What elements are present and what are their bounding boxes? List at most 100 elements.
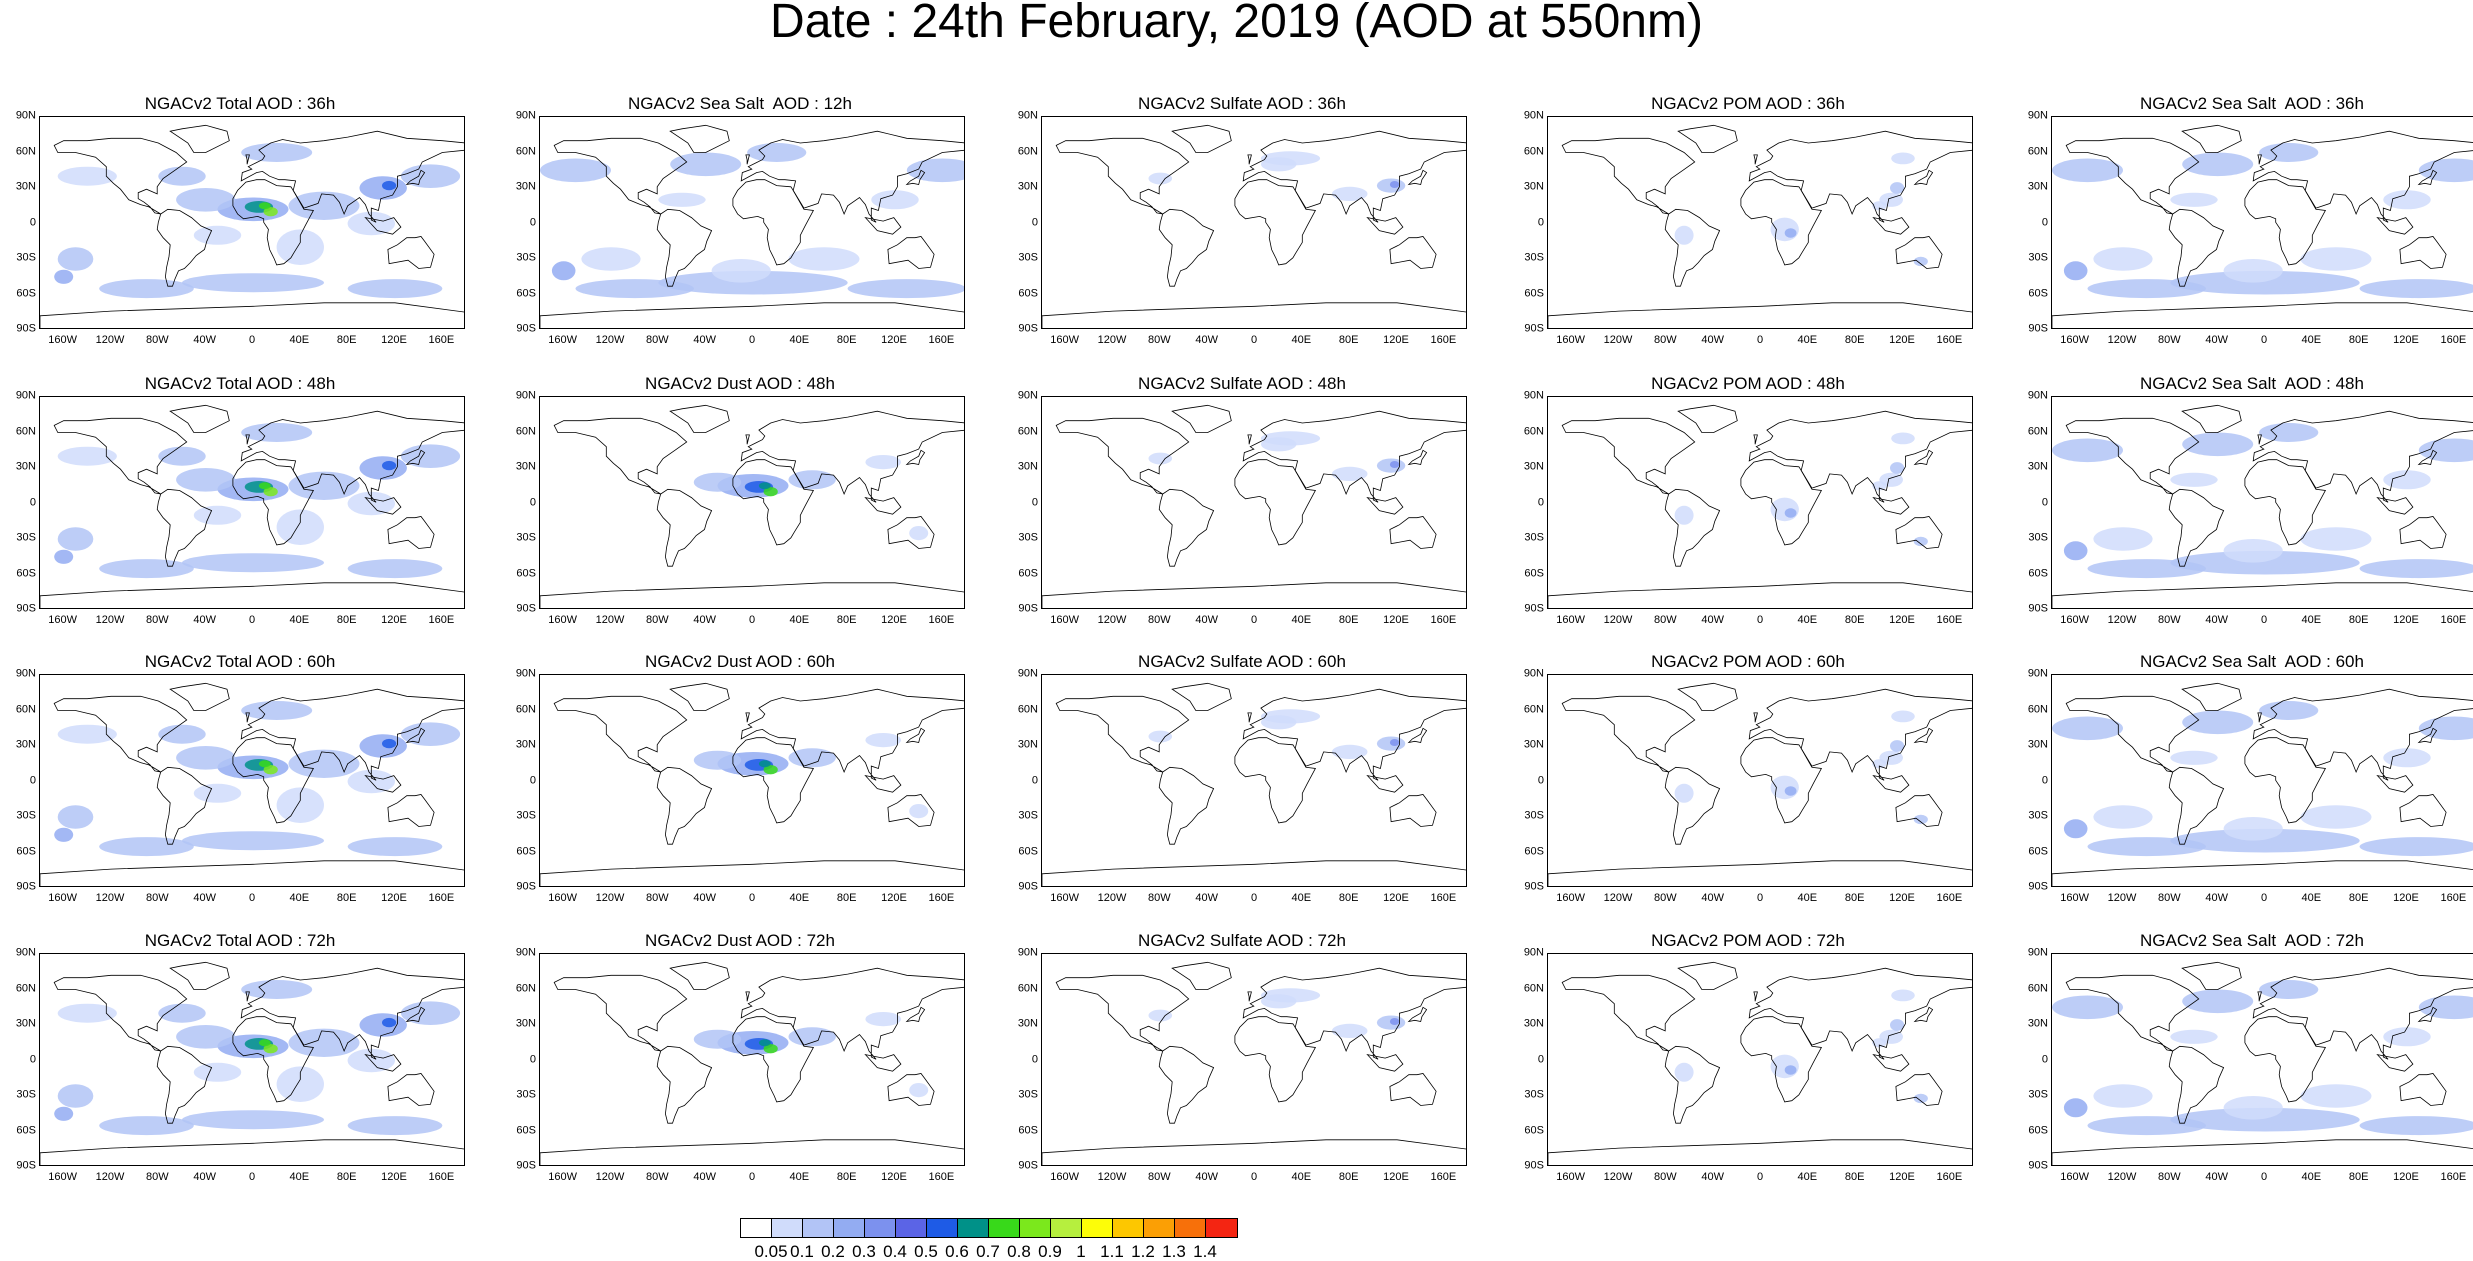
- coastline: [2252, 410, 2473, 503]
- longitude-tick-label: 120E: [2393, 1171, 2419, 1183]
- map-panel: NGACv2 Total AOD : 36h 90N 60N 30N 0 30S 60S 90…: [0, 94, 480, 346]
- coastline: [2257, 434, 2262, 445]
- longitude-tick-label: 80W: [2158, 1171, 2181, 1183]
- coastline: [1895, 516, 1943, 549]
- longitude-tick-label: 160W: [2060, 614, 2090, 626]
- aod-field: [1913, 814, 1928, 825]
- longitude-tick-label: 120E: [881, 614, 907, 626]
- aod-field: [276, 1066, 324, 1102]
- aod-field: [865, 1012, 901, 1027]
- aod-field: [99, 279, 194, 299]
- coastline: [1366, 216, 1404, 235]
- longitude-tick-label: 160W: [1556, 334, 1586, 346]
- coastline: [2244, 737, 2327, 824]
- aod-field: [763, 487, 778, 497]
- longitude-tick-label: 120W: [2107, 334, 2137, 346]
- coastline: [1548, 582, 1972, 608]
- latitude-tick-label: 0: [29, 774, 36, 786]
- aod-field: [193, 783, 242, 803]
- coastline: [864, 496, 902, 515]
- latitude-tick-label: 90S: [2028, 602, 2048, 615]
- longitude-tick-label: 160E: [2440, 614, 2467, 626]
- coastline: [405, 449, 426, 466]
- aod-field: [1872, 201, 1887, 211]
- latitude-tick-label: 90N: [515, 946, 536, 959]
- longitude-labels: 160W 120W 80W 40W 0 40E 80E 120E 160E: [1041, 892, 1467, 906]
- aod-field: [241, 143, 313, 162]
- coastline: [2052, 1139, 2473, 1165]
- longitude-labels: 160W 120W 80W 40W 0 40E 80E 120E 160E: [39, 1171, 465, 1185]
- latitude-tick-label: 30N: [1017, 738, 1038, 751]
- longitude-tick-label: 160E: [928, 614, 955, 626]
- coastline: [240, 410, 464, 503]
- coastline: [40, 302, 464, 328]
- longitude-tick-label: 80W: [1654, 334, 1677, 346]
- aod-field: [1331, 744, 1368, 759]
- colorbar-label: 1.1: [1100, 1242, 1124, 1261]
- latitude-tick-label: 90N: [1017, 946, 1038, 959]
- latitude-tick-label: 30N: [515, 460, 536, 473]
- aod-map: [1042, 675, 1466, 886]
- latitude-tick-label: 90S: [1524, 602, 1544, 615]
- aod-field: [1770, 775, 1799, 800]
- latitude-tick-label: 0: [1031, 1053, 1038, 1065]
- coastline: [240, 688, 464, 781]
- map-area: [539, 953, 965, 1166]
- coastline: [1407, 1006, 1428, 1023]
- aod-field: [400, 722, 461, 746]
- aod-field: [670, 152, 742, 177]
- latitude-tick-label: 60S: [516, 567, 536, 579]
- coastline: [540, 302, 964, 328]
- latitude-tick-label: 90S: [2028, 1159, 2048, 1172]
- longitude-tick-label: 80E: [1338, 614, 1359, 626]
- latitude-tick-label: 90N: [515, 109, 536, 122]
- coastline: [232, 459, 315, 546]
- coastline: [2244, 179, 2327, 266]
- coastline: [1748, 130, 1972, 223]
- map-area: [39, 674, 465, 887]
- aod-field: [2259, 980, 2319, 999]
- aod-field: [57, 724, 117, 744]
- latitude-tick-label: 90S: [1524, 1159, 1544, 1172]
- aod-field: [2359, 1116, 2473, 1136]
- longitude-tick-label: 80E: [1844, 1171, 1865, 1183]
- longitude-tick-label: 0: [2260, 614, 2268, 626]
- aod-field: [382, 460, 397, 471]
- aod-field: [693, 1029, 742, 1049]
- map-area: [1041, 674, 1467, 887]
- longitude-tick-label: 160W: [48, 892, 78, 904]
- aod-field: [2418, 438, 2473, 463]
- aod-field: [193, 225, 242, 245]
- coastline: [1366, 496, 1404, 515]
- aod-field: [258, 760, 271, 768]
- longitude-tick-label: 160E: [428, 334, 455, 346]
- longitude-tick-label: 80W: [1148, 892, 1171, 904]
- aod-field: [258, 202, 271, 210]
- aod-map: [40, 675, 464, 886]
- coastline: [245, 154, 250, 165]
- latitude-tick-label: 60S: [16, 567, 36, 579]
- panel-title: NGACv2 POM AOD : 48h: [1651, 374, 1845, 393]
- latitude-tick-label: 30S: [2028, 531, 2048, 544]
- coastline: [656, 1045, 713, 1124]
- map-area: [39, 953, 465, 1166]
- longitude-tick-label: 80W: [1654, 892, 1677, 904]
- aod-field: [99, 1116, 194, 1136]
- latitude-tick-label: 60N: [1523, 145, 1544, 157]
- latitude-tick-label: 60S: [2028, 845, 2048, 857]
- longitude-tick-label: 160W: [1050, 334, 1080, 346]
- colorbar: [740, 1218, 1238, 1238]
- latitude-tick-label: 60N: [1017, 982, 1038, 994]
- longitude-tick-label: 160W: [2060, 892, 2090, 904]
- latitude-tick-label: 0: [529, 774, 536, 786]
- latitude-tick-label: 30N: [1523, 460, 1544, 473]
- longitude-tick-label: 120E: [1383, 334, 1409, 346]
- colorbar-label: 0.5: [914, 1242, 938, 1261]
- longitude-tick-label: 40E: [789, 1171, 810, 1183]
- coastline: [887, 1073, 935, 1106]
- aod-field: [2182, 989, 2254, 1014]
- aod-field: [2170, 1107, 2360, 1132]
- longitude-tick-label: 120W: [595, 1171, 625, 1183]
- latitude-tick-label: 60N: [1017, 145, 1038, 157]
- aod-field: [2087, 279, 2206, 299]
